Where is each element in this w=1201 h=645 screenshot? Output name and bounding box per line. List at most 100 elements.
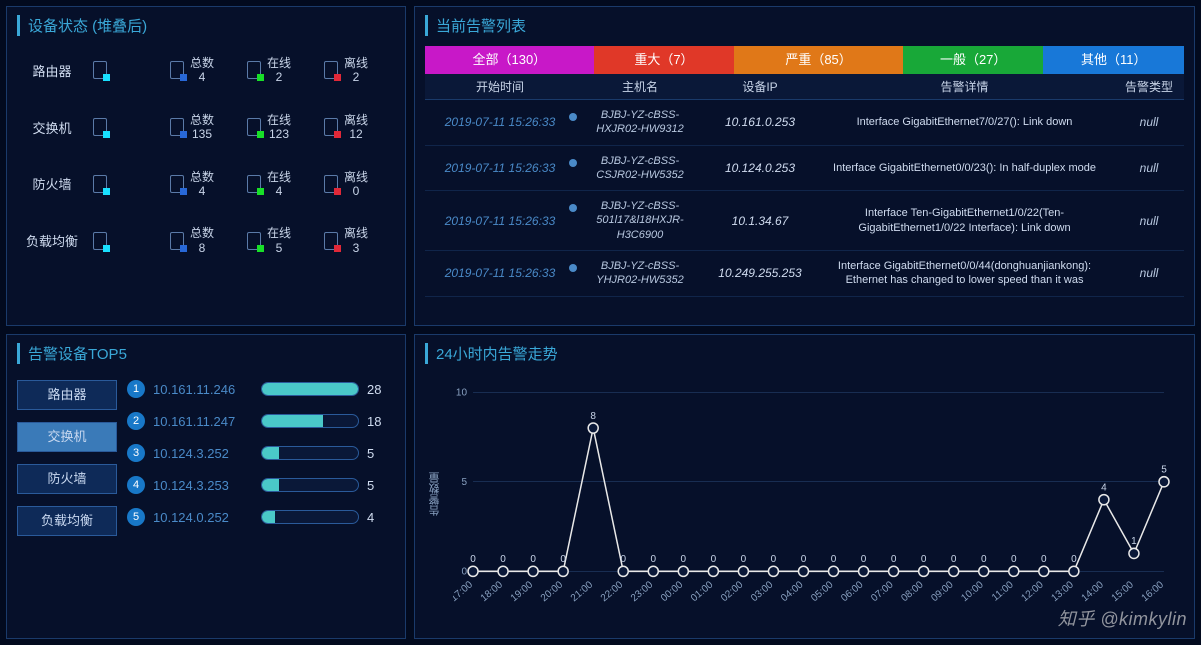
svg-text:06:00: 06:00 xyxy=(839,579,865,604)
device-icon xyxy=(324,232,338,250)
top5-count: 18 xyxy=(367,414,395,429)
svg-text:0: 0 xyxy=(711,554,717,565)
alarm-hostname: BJBJ-YZ-cBSS-CSJR02-HW5352 xyxy=(575,154,705,183)
top5-category-button[interactable]: 负载均衡 xyxy=(17,506,117,536)
device-online-cell: 在线2 xyxy=(247,56,318,85)
svg-text:0: 0 xyxy=(560,554,566,565)
alarm-tab-all[interactable]: 全部（130） xyxy=(425,46,594,74)
svg-text:18:00: 18:00 xyxy=(479,579,505,604)
alarm-timestamp: 2019-07-11 15:26:33 xyxy=(425,266,575,280)
alarm-row[interactable]: 2019-07-11 15:26:33BJBJ-YZ-cBSS-HXJR02-H… xyxy=(425,100,1184,146)
alarm-row[interactable]: 2019-07-11 15:26:33BJBJ-YZ-cBSS-YHJR02-H… xyxy=(425,251,1184,297)
device-online-cell: 在线4 xyxy=(247,170,318,199)
top5-category-button[interactable]: 路由器 xyxy=(17,380,117,410)
alarm-tab-serious[interactable]: 严重（85） xyxy=(734,46,903,74)
svg-text:5: 5 xyxy=(1161,465,1167,476)
device-icon xyxy=(247,118,261,136)
svg-text:22:00: 22:00 xyxy=(599,579,625,604)
device-total-cell: 总数4 xyxy=(170,170,241,199)
alarm-type: null xyxy=(1114,161,1184,175)
top5-category-button[interactable]: 交换机 xyxy=(17,422,117,452)
alarm-table-body: 2019-07-11 15:26:33BJBJ-YZ-cBSS-HXJR02-H… xyxy=(425,100,1184,310)
svg-text:05:00: 05:00 xyxy=(809,579,835,604)
device-icon xyxy=(93,232,107,250)
svg-text:0: 0 xyxy=(831,554,837,565)
device-icon xyxy=(93,175,107,193)
svg-text:0: 0 xyxy=(891,554,897,565)
alarm-col-header: 告警类型 xyxy=(1114,74,1184,100)
device-name-icon-cell xyxy=(93,175,164,193)
top5-rank-badge: 3 xyxy=(127,444,145,462)
alarm-col-header: 开始时间 xyxy=(425,74,575,100)
device-online-cell: 在线5 xyxy=(247,226,318,255)
top5-item[interactable]: 310.124.3.2525 xyxy=(127,444,395,462)
top5-item[interactable]: 410.124.3.2535 xyxy=(127,476,395,494)
device-name-icon-cell xyxy=(93,232,164,250)
alarm-ip: 10.124.0.253 xyxy=(705,161,815,175)
alarm-type: null xyxy=(1114,115,1184,129)
svg-text:0: 0 xyxy=(801,554,807,565)
device-status-panel: 设备状态 (堆叠后) 路由器总数4在线2离线2交换机总数135在线123离线12… xyxy=(6,6,406,326)
top5-ip: 10.161.11.246 xyxy=(153,382,253,397)
svg-text:01:00: 01:00 xyxy=(689,579,715,604)
svg-text:0: 0 xyxy=(741,554,747,565)
alarm-ip: 10.1.34.67 xyxy=(705,214,815,228)
device-icon xyxy=(170,232,184,250)
device-total-cell: 总数4 xyxy=(170,56,241,85)
top5-rank-badge: 5 xyxy=(127,508,145,526)
device-offline-cell: 离线0 xyxy=(324,170,395,199)
device-row: 防火墙总数4在线4离线0 xyxy=(17,170,395,199)
device-offline-cell: 离线3 xyxy=(324,226,395,255)
top5-rank-badge: 1 xyxy=(127,380,145,398)
svg-text:1: 1 xyxy=(1131,536,1137,547)
svg-text:04:00: 04:00 xyxy=(779,579,805,604)
top5-item[interactable]: 110.161.11.24628 xyxy=(127,380,395,398)
top5-item[interactable]: 510.124.0.2524 xyxy=(127,508,395,526)
alarm-tab-other[interactable]: 其他（11） xyxy=(1043,46,1184,74)
device-offline-cell: 离线12 xyxy=(324,113,395,142)
trend-panel: 24小时内告警走势 告警数量 0510017:00018:00019:00020… xyxy=(414,334,1195,639)
alarm-row[interactable]: 2019-07-11 15:26:33BJBJ-YZ-cBSS-501l17&l… xyxy=(425,191,1184,251)
device-row: 路由器总数4在线2离线2 xyxy=(17,56,395,85)
device-icon xyxy=(324,118,338,136)
top5-title: 告警设备TOP5 xyxy=(17,343,395,364)
top5-rank-badge: 2 xyxy=(127,412,145,430)
alarm-tabs: 全部（130）重大（7）严重（85）一般（27）其他（11） xyxy=(425,46,1184,74)
top5-bar xyxy=(261,478,359,492)
alarm-list-title: 当前告警列表 xyxy=(425,15,1184,36)
alarm-type: null xyxy=(1114,214,1184,228)
svg-text:0: 0 xyxy=(1071,554,1077,565)
alarm-tab-normal[interactable]: 一般（27） xyxy=(903,46,1044,74)
svg-text:19:00: 19:00 xyxy=(509,579,535,604)
svg-text:17:00: 17:00 xyxy=(453,579,475,604)
device-icon xyxy=(93,118,107,136)
device-offline-cell: 离线2 xyxy=(324,56,395,85)
svg-text:14:00: 14:00 xyxy=(1080,579,1106,604)
device-icon xyxy=(247,175,261,193)
device-type-label: 交换机 xyxy=(17,118,87,137)
top5-item[interactable]: 210.161.11.24718 xyxy=(127,412,395,430)
device-total-cell: 总数8 xyxy=(170,226,241,255)
top5-panel: 告警设备TOP5 路由器交换机防火墙负载均衡 110.161.11.246282… xyxy=(6,334,406,639)
svg-text:16:00: 16:00 xyxy=(1140,579,1166,604)
device-icon xyxy=(247,232,261,250)
alarm-col-header: 设备IP xyxy=(705,74,815,100)
svg-text:13:00: 13:00 xyxy=(1050,579,1076,604)
top5-category-buttons: 路由器交换机防火墙负载均衡 xyxy=(17,374,117,536)
alarm-row[interactable]: 2019-07-11 15:26:33BJBJ-YZ-cBSS-CSJR02-H… xyxy=(425,146,1184,192)
svg-text:0: 0 xyxy=(620,554,626,565)
svg-text:10: 10 xyxy=(456,387,468,398)
svg-text:09:00: 09:00 xyxy=(929,579,955,604)
svg-text:07:00: 07:00 xyxy=(869,579,895,604)
svg-text:00:00: 00:00 xyxy=(659,579,685,604)
alarm-tab-crit[interactable]: 重大（7） xyxy=(594,46,735,74)
alarm-detail: Interface GigabitEthernet7/0/27(): Link … xyxy=(815,115,1114,129)
top5-category-button[interactable]: 防火墙 xyxy=(17,464,117,494)
alarm-col-header: 告警详情 xyxy=(815,74,1114,100)
device-icon xyxy=(324,61,338,79)
svg-text:0: 0 xyxy=(530,554,536,565)
device-name-icon-cell xyxy=(93,61,164,79)
svg-text:0: 0 xyxy=(771,554,777,565)
svg-text:20:00: 20:00 xyxy=(539,579,565,604)
device-icon xyxy=(93,61,107,79)
